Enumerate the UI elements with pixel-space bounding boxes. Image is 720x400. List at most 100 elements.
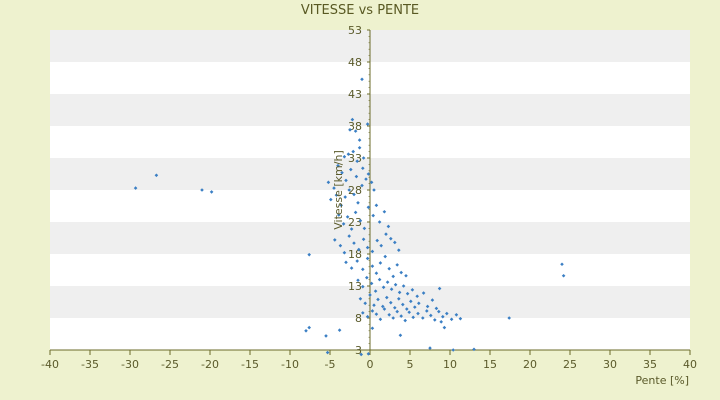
data-point xyxy=(304,329,308,333)
data-point xyxy=(370,309,375,313)
data-point xyxy=(411,315,415,320)
data-point xyxy=(395,309,399,314)
data-point xyxy=(361,166,365,171)
x-tick-label: -20 xyxy=(201,358,219,371)
data-point xyxy=(377,220,382,224)
data-point xyxy=(395,263,399,267)
data-point xyxy=(425,304,430,309)
data-point xyxy=(344,260,348,265)
y-tick-label: 18 xyxy=(348,248,362,261)
data-point xyxy=(389,287,394,291)
data-point xyxy=(399,270,403,275)
data-point xyxy=(369,281,374,286)
x-tick-label: -5 xyxy=(325,358,336,371)
x-tick-label: -35 xyxy=(81,358,99,371)
data-point xyxy=(346,152,351,156)
data-point xyxy=(393,282,398,287)
y-axis-title: Vitesse [km/h] xyxy=(332,150,345,230)
data-point xyxy=(385,280,390,284)
data-point xyxy=(342,250,347,255)
data-point xyxy=(472,347,476,352)
data-point xyxy=(337,328,342,332)
data-point xyxy=(393,240,397,245)
data-point xyxy=(307,325,311,330)
data-point xyxy=(369,180,374,185)
data-point xyxy=(365,314,370,319)
data-point xyxy=(351,149,355,154)
data-point xyxy=(451,348,455,352)
data-point xyxy=(439,320,443,324)
data-point xyxy=(381,285,386,290)
data-point xyxy=(337,213,341,217)
data-point xyxy=(384,232,388,236)
data-point xyxy=(454,313,459,317)
data-point xyxy=(366,172,371,176)
data-point xyxy=(362,226,367,231)
data-point xyxy=(325,350,330,355)
data-point xyxy=(372,188,376,192)
data-point xyxy=(401,284,406,288)
data-point xyxy=(417,301,421,306)
data-point xyxy=(433,318,437,322)
data-point xyxy=(360,183,364,188)
data-point xyxy=(441,314,445,319)
data-point xyxy=(385,295,389,300)
y-tick-label: 23 xyxy=(348,216,362,229)
data-point xyxy=(430,298,435,302)
data-point xyxy=(377,277,382,282)
data-point xyxy=(421,316,425,320)
data-point xyxy=(428,346,432,350)
data-point xyxy=(378,261,383,265)
data-point xyxy=(357,247,361,252)
data-point xyxy=(334,193,339,197)
data-point xyxy=(507,316,511,320)
data-point xyxy=(352,241,356,245)
x-tick-label: 0 xyxy=(367,358,374,371)
data-point xyxy=(560,262,564,267)
data-point xyxy=(389,236,393,241)
data-point xyxy=(397,297,401,301)
data-point xyxy=(373,289,378,293)
data-point xyxy=(387,266,391,271)
data-point xyxy=(356,278,360,283)
data-point xyxy=(421,291,426,295)
x-tick-label: 15 xyxy=(483,358,497,371)
data-point xyxy=(200,188,204,192)
data-point xyxy=(355,259,359,263)
data-point xyxy=(391,274,395,279)
y-tick-label: 3 xyxy=(355,344,362,357)
data-point xyxy=(343,195,347,199)
data-point xyxy=(386,224,391,229)
data-point xyxy=(359,352,363,357)
data-point xyxy=(437,309,441,314)
data-point xyxy=(361,156,366,160)
data-point xyxy=(371,213,375,218)
data-point xyxy=(338,243,343,248)
data-point xyxy=(361,311,365,315)
data-point xyxy=(389,300,393,305)
data-point xyxy=(397,290,402,295)
data-point xyxy=(364,177,368,181)
data-point xyxy=(349,167,353,172)
data-point xyxy=(355,159,359,163)
data-point xyxy=(372,303,376,307)
data-point xyxy=(358,297,363,301)
data-point xyxy=(209,190,214,194)
data-point xyxy=(442,325,447,330)
data-point xyxy=(363,301,367,306)
x-tick-label: -25 xyxy=(161,358,179,371)
data-point xyxy=(429,313,433,318)
x-tick-label: -40 xyxy=(41,358,59,371)
data-point xyxy=(353,210,358,215)
data-point xyxy=(374,312,379,316)
chart-title: VITESSE vs PENTE xyxy=(301,3,419,18)
data-point xyxy=(398,333,403,338)
x-tick-label: 5 xyxy=(407,358,414,371)
data-point xyxy=(382,307,387,311)
data-point xyxy=(375,238,379,243)
data-point xyxy=(445,311,449,316)
y-tick-label: 48 xyxy=(348,56,362,69)
data-point xyxy=(365,122,370,126)
